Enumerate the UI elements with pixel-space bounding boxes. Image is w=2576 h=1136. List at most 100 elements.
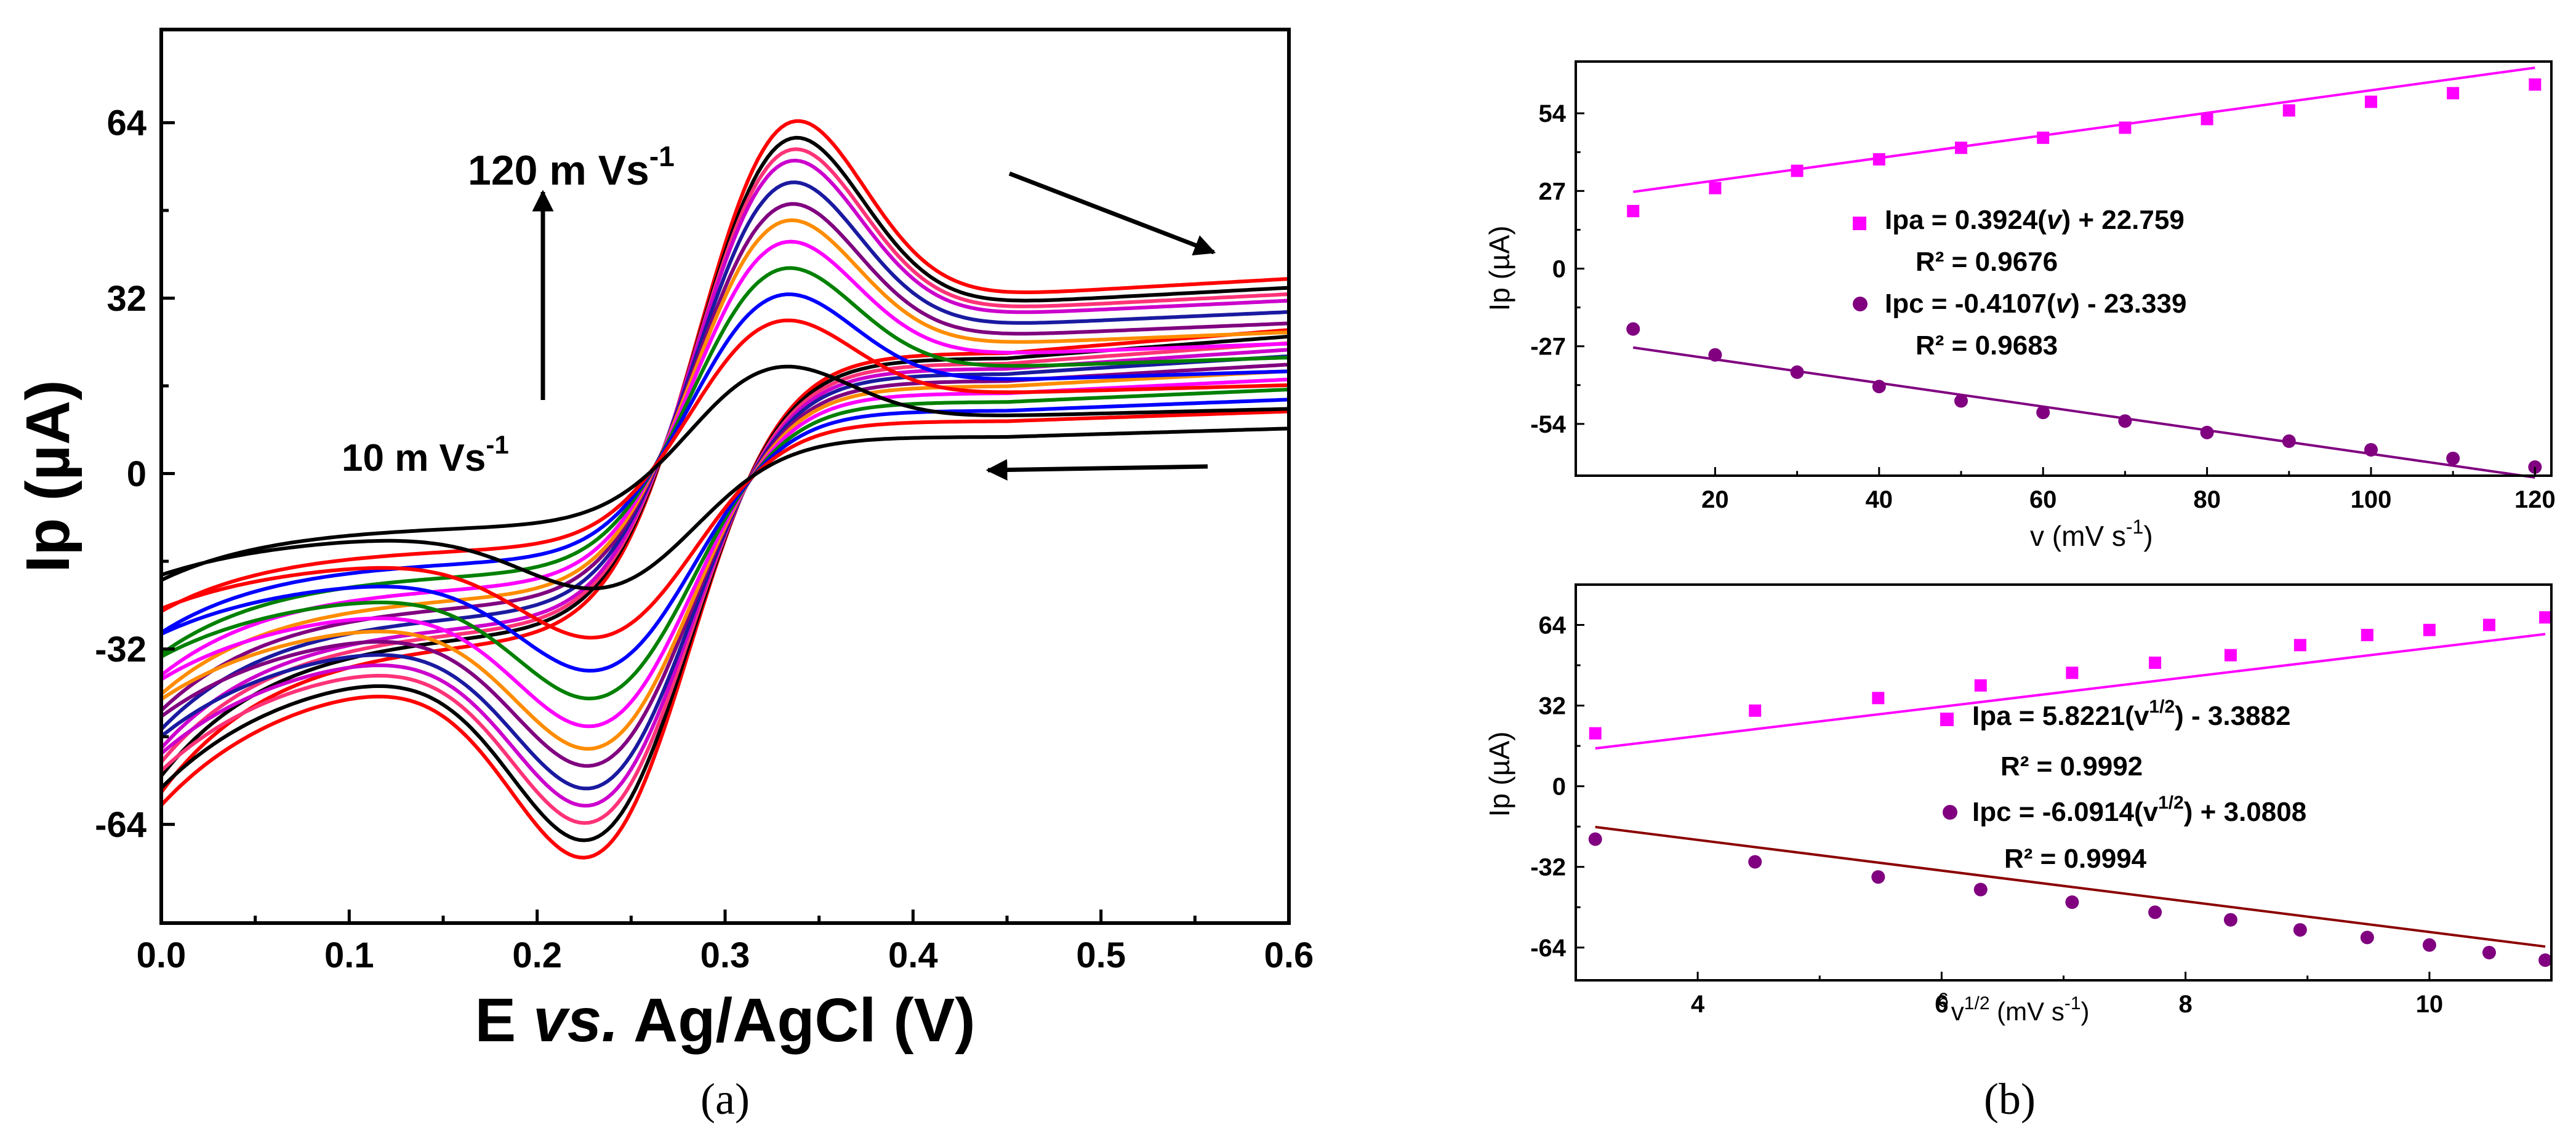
x-axis-label-b-top-sup: -1 <box>2126 516 2143 538</box>
equation-ipc-bottom-main: Ipc = -6.0914(v <box>1972 797 2159 827</box>
bb-xtick-label: 10 <box>2416 991 2444 1018</box>
cv-curve-120 <box>159 119 1291 860</box>
a-ytick-label: -64 <box>95 805 146 845</box>
bb-xtick-label: 4 <box>1691 991 1705 1018</box>
a-ytick-label: 32 <box>106 279 146 319</box>
bt-xtick-label: 100 <box>2351 486 2392 513</box>
x-axis-label-a-pre: E <box>475 986 532 1055</box>
point-ipa <box>2529 78 2542 91</box>
equation-ipa-bottom: Ipa = 5.8221(v1/2) - 3.3882 <box>1972 697 2290 731</box>
point-ipc <box>1626 322 1640 336</box>
y-axis-label-b-top: Ip (µA) <box>1483 226 1515 311</box>
a-ytick-label: -32 <box>95 630 146 670</box>
point-ipc <box>1708 348 1722 362</box>
x-axis-label-b-bottom-v: v <box>1951 997 1964 1026</box>
r2-ipa-bottom: R² = 0.9992 <box>2000 751 2143 782</box>
point-ipa <box>1749 704 1762 717</box>
plot-frame-b-bottom <box>1575 583 2553 982</box>
point-ipa <box>1791 164 1804 177</box>
point-ipc <box>2118 414 2132 428</box>
axes-b-top: 20 40 60 80 100 120 -54 -27 0 27 54 <box>1530 100 2556 513</box>
a-ytick-label: 0 <box>127 454 146 494</box>
axes-b-bottom: 4 6 8 10 -64 -32 0 32 64 <box>1530 612 2443 1018</box>
x-axis-label-a: E vs. Ag/AgCl (V) <box>475 986 975 1055</box>
annotation-120-main: 120 m Vs <box>468 147 649 194</box>
point-ipa <box>2539 611 2552 624</box>
point-ipc <box>2528 460 2542 474</box>
point-ipa <box>2423 623 2436 636</box>
annotation-10: 10 m Vs-1 <box>342 430 509 479</box>
point-ipc <box>2364 442 2378 457</box>
point-ipa <box>1872 692 1885 705</box>
point-ipc <box>2065 895 2079 910</box>
y-axis-label-a: Ip (µA) <box>14 380 82 572</box>
cv-panel-a: 0.0 0.1 0.2 0.3 0.4 0.5 0.6 -64 -32 0 32 64 120 m V… <box>14 28 1314 1124</box>
bt-xtick-label: 40 <box>1866 486 1893 513</box>
equation-ipa-bottom-main: Ipa = 5.8221(v <box>1972 701 2149 731</box>
x-axis-label-b-bottom-unit: (mV s <box>1990 997 2064 1026</box>
point-ipc <box>1748 855 1762 869</box>
point-ipa <box>2119 121 2132 134</box>
plot-content-b-bottom <box>1588 611 2553 967</box>
fit-line-ipc <box>1632 346 2535 479</box>
legend-marker-ipa-b <box>1940 713 1954 726</box>
equation-ipc-bottom-end: ) + 3.0808 <box>2184 797 2306 827</box>
legend-marker-ipc <box>1853 297 1868 311</box>
a-xtick-label: 0.1 <box>324 935 374 975</box>
bb-ytick-label: -32 <box>1530 854 1566 881</box>
point-ipc <box>2446 451 2460 465</box>
point-ipa <box>2361 628 2373 641</box>
a-xtick-label: 0.6 <box>1264 935 1314 975</box>
point-ipc <box>2538 953 2553 967</box>
point-ipa <box>2201 113 2213 126</box>
fit-line-ipc <box>1595 825 2546 948</box>
cv-curve-90 <box>159 158 1291 808</box>
point-ipc <box>2036 406 2050 420</box>
plot-content-b-top <box>1626 66 2542 479</box>
point-ipa <box>2293 639 2306 652</box>
point-ipa <box>1974 679 1987 692</box>
equation-ipa-top-var: v <box>2047 205 2063 235</box>
x-axis-label-b-top: v (mV s-1) <box>2030 516 2153 552</box>
legend-marker-ipa <box>1853 217 1866 230</box>
point-ipa <box>2037 131 2050 144</box>
legend-marker-ipc-b <box>1943 805 1957 820</box>
a-xtick-label: 0.0 <box>137 935 187 975</box>
point-ipc <box>2482 945 2496 959</box>
y-axis-label-b-bottom: Ip (µA) <box>1483 732 1515 817</box>
bt-xtick-label: 60 <box>2029 486 2057 513</box>
annotation-120: 120 m Vs-1 <box>468 140 675 194</box>
fit-line-ipa <box>1595 633 2546 750</box>
point-ipc <box>1954 394 1968 408</box>
x-axis-label-b-top-end: ) <box>2143 520 2153 552</box>
point-ipa <box>1589 727 1602 740</box>
point-ipa <box>2149 656 2162 669</box>
a-xtick-label: 0.4 <box>888 935 938 975</box>
bb-ytick-label: -64 <box>1530 935 1567 962</box>
point-ipc <box>2360 930 2374 945</box>
point-ipa <box>2364 95 2377 108</box>
x-axis-label-b-bottom: 6v1/2 (mV s-1) <box>1938 989 2090 1026</box>
bt-ytick-label: 54 <box>1539 100 1567 127</box>
cv-curve-80 <box>159 180 1291 791</box>
fit-line-ipa <box>1632 66 2535 193</box>
x-axis-label-b-bottom-sup2: -1 <box>2064 993 2081 1014</box>
point-ipc <box>2200 425 2214 439</box>
equation-ipc-top-var: v <box>2056 289 2072 319</box>
r2-ipa-top: R² = 0.9676 <box>1916 247 2058 277</box>
equation-ipa-bottom-sup: 1/2 <box>2149 697 2175 717</box>
annotation-10-main: 10 m Vs <box>342 437 486 479</box>
x-axis-label-b-top-main: v (mV s <box>2030 520 2126 552</box>
point-ipc <box>1871 870 1885 884</box>
x-axis-label-a-vs: vs. <box>533 986 619 1055</box>
point-ipa <box>1627 205 1640 218</box>
annotation-10-sup: -1 <box>486 430 508 459</box>
a-ytick-label: 64 <box>106 103 146 143</box>
axes-a: 0.0 0.1 0.2 0.3 0.4 0.5 0.6 -64 -32 0 32 64 <box>95 103 1314 975</box>
plot-frame-b-top <box>1575 60 2553 477</box>
bb-ytick-label: 32 <box>1539 693 1567 720</box>
bt-xtick-label: 80 <box>2193 486 2221 513</box>
panel-caption-a: (a) <box>700 1074 750 1124</box>
equation-ipc-bottom-sup: 1/2 <box>2158 793 2184 813</box>
